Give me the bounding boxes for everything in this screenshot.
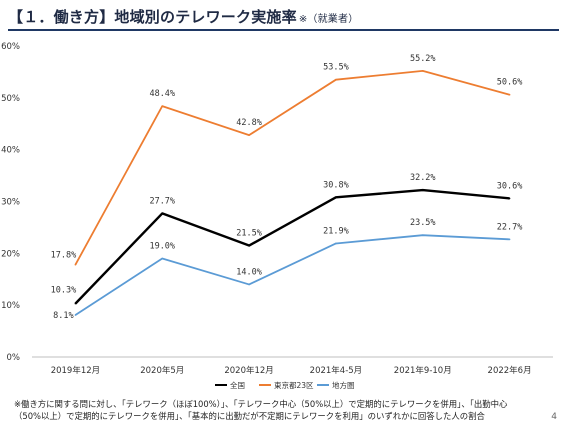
y-tick-label: 20% (1, 249, 20, 259)
title-subtitle: ※（就業者） (298, 14, 359, 25)
data-label: 42.8% (236, 118, 262, 128)
y-tick-label: 0% (7, 353, 21, 363)
y-tick-label: 40% (1, 146, 20, 156)
data-point (161, 257, 164, 260)
x-tick-label: 2022年6月 (488, 365, 532, 376)
data-label: 55.2% (410, 54, 436, 64)
data-label: 21.9% (323, 226, 349, 236)
page-title: 【１．働き方】地域別のテレワーク実施率 ※（就業者） (8, 6, 358, 27)
x-tick-label: 2020年12月 (224, 365, 273, 376)
data-label: 14.0% (236, 267, 262, 277)
data-label: 17.8% (51, 251, 77, 261)
data-label: 22.7% (497, 222, 523, 232)
x-tick-label: 2019年12月 (51, 365, 100, 376)
data-point (421, 70, 424, 72)
data-point (421, 234, 424, 236)
legend-label: 地方圏 (332, 380, 355, 390)
data-label: 23.5% (410, 218, 436, 228)
y-tick-label: 60% (1, 42, 20, 52)
data-point (74, 263, 77, 266)
data-point (248, 244, 250, 247)
data-label: 10.3% (51, 286, 77, 296)
data-label: 30.8% (323, 180, 349, 190)
data-point (421, 189, 424, 191)
title-text: 【１．働き方】地域別のテレワーク実施率 (8, 8, 297, 26)
legend-label: 全国 (230, 380, 245, 390)
series-line-2 (74, 234, 510, 316)
data-point (74, 302, 77, 305)
data-point (248, 283, 250, 286)
series-line-1 (74, 69, 510, 266)
data-point (74, 314, 77, 316)
data-label: 27.7% (149, 196, 175, 206)
data-label: 19.0% (149, 242, 175, 252)
x-tick-label: 2021年4-5月 (310, 365, 363, 376)
data-point (161, 105, 164, 107)
data-point (248, 134, 250, 136)
y-tick-label: 50% (1, 94, 20, 104)
y-tick-label: 30% (1, 198, 20, 208)
legend-label: 東京都23区 (274, 380, 314, 390)
data-point (335, 196, 337, 199)
title-bar: 【１．働き方】地域別のテレワーク実施率 ※（就業者） (0, 0, 567, 32)
data-label: 8.1% (53, 311, 73, 321)
data-label: 32.2% (410, 173, 436, 183)
footnote: ※働き方に関する問に対し、「テレワーク（ほぼ100%）」、「テレワーク中心（50… (14, 399, 508, 421)
data-label: 48.4% (149, 89, 175, 99)
data-label: 50.6% (497, 78, 523, 88)
page-number: 4 (551, 412, 557, 422)
data-point (508, 93, 511, 96)
x-tick-label: 2020年5月 (140, 365, 184, 376)
x-tick-label: 2021年9-10月 (394, 365, 452, 376)
title-underline (8, 29, 559, 31)
series-line-0 (74, 188, 510, 305)
data-point (508, 238, 511, 241)
data-label: 53.5% (323, 63, 349, 73)
data-label: 21.5% (236, 229, 262, 239)
y-tick-label: 10% (1, 301, 20, 311)
data-point (161, 212, 164, 215)
data-point (508, 197, 511, 200)
telework-line-chart: 0% 10% 20% 30% 40% 50% 60% 2019年12月 2020年5月 2020年… (1, 42, 553, 390)
data-point (335, 78, 337, 81)
data-point (335, 242, 337, 245)
data-label: 30.6% (497, 181, 523, 191)
